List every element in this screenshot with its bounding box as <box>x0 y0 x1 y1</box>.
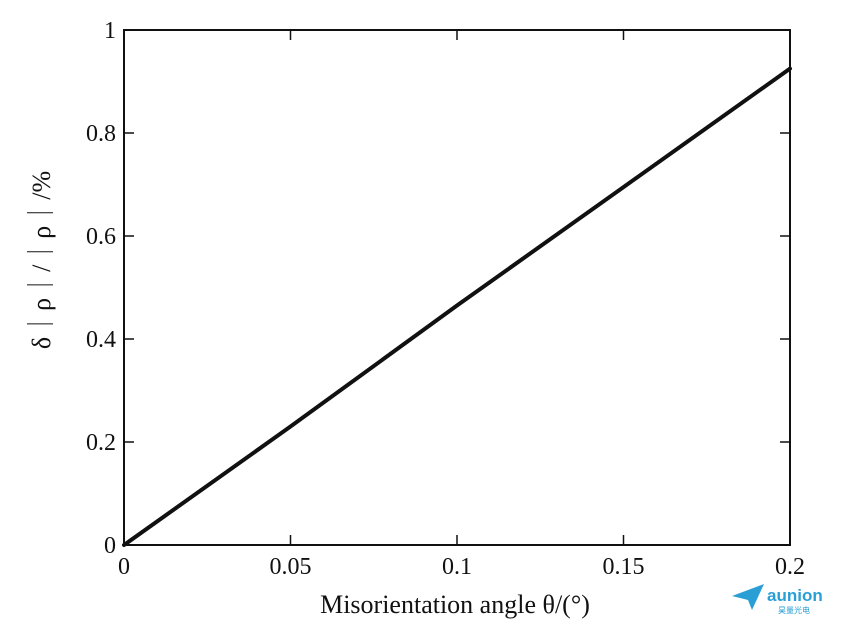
y-tick-label: 0.6 <box>86 224 116 250</box>
series-line-1 <box>122 66 792 547</box>
x-tick-label: 0.2 <box>775 554 805 580</box>
y-tick-label: 0 <box>104 533 116 559</box>
paper-plane-icon <box>732 584 764 610</box>
axis-ticks <box>123 29 791 546</box>
y-tick-labels: 0 0.2 0.4 0.6 0.8 1 <box>86 18 116 559</box>
y-tick-label: 0.8 <box>86 121 116 147</box>
x-tick-labels: 0 0.05 0.1 0.15 0.2 <box>118 554 805 580</box>
x-tick-label: 0.05 <box>270 554 312 580</box>
watermark-brand: aunion <box>767 586 823 605</box>
x-axis-label: Misorientation angle θ/(°) <box>320 590 590 619</box>
y-axis-label: δ｜ρ｜/｜ρ｜/% <box>27 171 56 349</box>
y-tick-label: 1 <box>104 18 116 44</box>
y-tick-label: 0.2 <box>86 430 116 456</box>
x-tick-label: 0.15 <box>603 554 645 580</box>
series-layer <box>122 66 792 547</box>
x-tick-label: 0 <box>118 554 130 580</box>
watermark-subtitle: 昊量光电 <box>778 605 810 615</box>
plot-frame <box>123 29 791 546</box>
watermark-logo: aunion 昊量光电 <box>732 584 823 615</box>
x-tick-label: 0.1 <box>442 554 472 580</box>
y-tick-label: 0.4 <box>86 327 116 353</box>
